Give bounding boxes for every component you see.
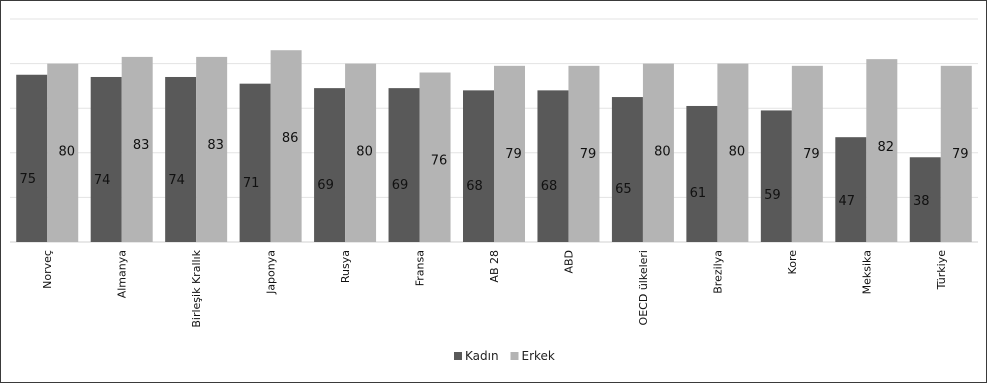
legend-swatch-kadın — [454, 352, 462, 360]
x-tick-labels: Norveç Almanya Birleşik Krallık Japonya Rusy… — [41, 249, 948, 327]
x-tick-label: Birleşik Krallık — [190, 249, 203, 327]
bar-erkek-11 — [866, 59, 898, 242]
bar-kadın-5 — [388, 88, 420, 242]
data-label: 47 — [839, 194, 856, 209]
bar-kadın-2 — [165, 76, 197, 242]
x-tick-label: Brezilya — [711, 250, 724, 294]
data-label: 75 — [19, 172, 36, 187]
data-label: 74 — [94, 173, 111, 188]
x-tick-label: Fransa — [414, 250, 427, 286]
x-tick-label: Türkiye — [935, 250, 948, 291]
data-labels: 75 80 74 83 74 83 71 86 69 80 69 76 68 79 68 79 65 80 61 80… — [19, 131, 968, 209]
legend: Kadın Erkek — [454, 349, 555, 363]
bar-erkek-12 — [940, 65, 972, 242]
legend-label-kadın: Kadın — [465, 349, 499, 363]
bar-erkek-4 — [345, 63, 377, 242]
x-tick-label: Almanya — [116, 250, 129, 298]
bar-kadın-6 — [463, 90, 494, 242]
bar-erkek-8 — [642, 63, 674, 242]
x-tick-label: Kore — [786, 250, 799, 275]
bar-kadın-11 — [835, 137, 867, 242]
x-tick-label: Meksika — [860, 250, 873, 294]
data-label: 79 — [803, 147, 820, 162]
data-label: 82 — [878, 140, 895, 155]
bar-erkek-9 — [717, 63, 749, 242]
bar-kadın-0 — [16, 74, 48, 242]
data-label: 69 — [317, 178, 334, 193]
bars — [16, 50, 972, 243]
x-tick-label: ABD — [562, 250, 575, 274]
data-label: 86 — [282, 131, 299, 146]
data-label: 68 — [541, 179, 558, 194]
bar-kadın-3 — [239, 83, 271, 242]
data-label: 79 — [580, 147, 597, 162]
data-label: 79 — [505, 147, 522, 162]
data-label: 71 — [243, 176, 260, 191]
data-label: 83 — [207, 138, 224, 153]
bar-kadın-9 — [686, 105, 718, 242]
data-label: 80 — [654, 145, 671, 160]
data-label: 80 — [58, 145, 75, 160]
bar-erkek-5 — [419, 72, 451, 243]
x-tick-label: AB 28 — [488, 250, 501, 283]
data-label: 76 — [431, 154, 448, 169]
data-label: 68 — [466, 179, 483, 194]
data-label: 69 — [392, 178, 409, 193]
bar-kadın-10 — [760, 110, 792, 243]
data-label: 80 — [729, 145, 746, 160]
bar-erkek-3 — [270, 50, 302, 242]
data-label: 80 — [356, 145, 373, 160]
bar-erkek-10 — [791, 65, 823, 242]
data-label: 74 — [168, 173, 185, 188]
bar-kadın-7 — [537, 90, 569, 242]
data-label: 61 — [690, 186, 707, 201]
bar-kadın-1 — [90, 76, 122, 242]
bar-kadın-12 — [909, 157, 941, 242]
bar-kadın-8 — [611, 97, 643, 242]
x-tick-label: Norveç — [41, 250, 54, 289]
data-label: 65 — [615, 182, 632, 197]
legend-swatch-erkek — [510, 352, 519, 360]
bar-erkek-7 — [568, 65, 600, 242]
x-tick-label: Japonya — [265, 250, 278, 295]
data-label: 79 — [952, 147, 969, 162]
x-tick-label: Rusya — [339, 250, 352, 283]
bar-erkek-2 — [196, 56, 228, 242]
bar-erkek-6 — [494, 65, 525, 242]
bar-erkek-1 — [121, 56, 153, 242]
data-label: 38 — [913, 194, 930, 209]
data-label: 83 — [133, 138, 150, 153]
bar-kadın-4 — [314, 88, 346, 242]
legend-label-erkek: Erkek — [522, 349, 555, 363]
x-tick-label: OECD ülkeleri — [637, 250, 650, 325]
data-label: 59 — [764, 188, 781, 203]
bar-erkek-0 — [47, 63, 79, 242]
